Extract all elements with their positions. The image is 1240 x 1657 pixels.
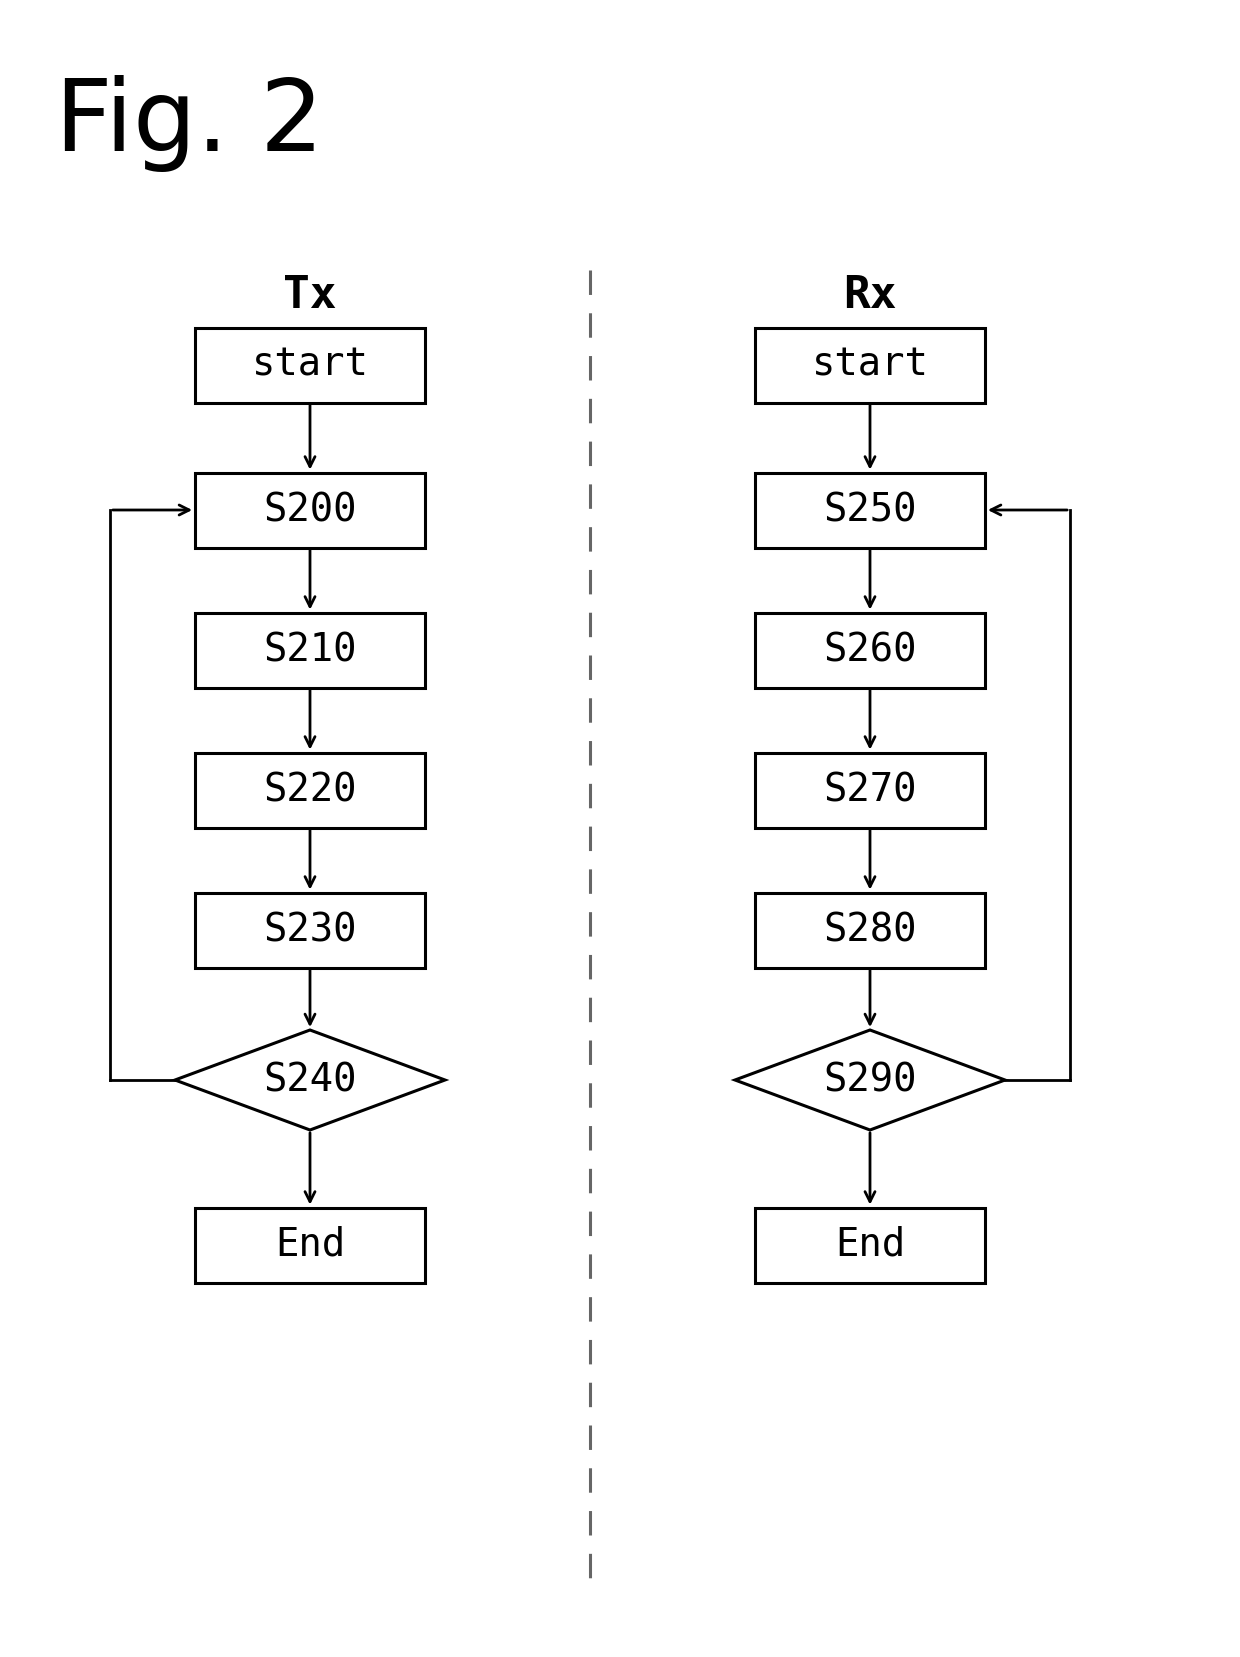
- Text: S260: S260: [823, 631, 916, 669]
- FancyBboxPatch shape: [195, 613, 425, 688]
- Text: S210: S210: [263, 631, 357, 669]
- Text: S270: S270: [823, 771, 916, 809]
- Text: S200: S200: [263, 490, 357, 529]
- FancyBboxPatch shape: [755, 1208, 985, 1283]
- Text: S220: S220: [263, 771, 357, 809]
- Text: End: End: [275, 1226, 345, 1264]
- Text: Fig. 2: Fig. 2: [55, 75, 324, 172]
- FancyBboxPatch shape: [195, 1208, 425, 1283]
- Text: S290: S290: [823, 1060, 916, 1099]
- FancyBboxPatch shape: [755, 752, 985, 827]
- Text: S280: S280: [823, 911, 916, 949]
- FancyBboxPatch shape: [755, 613, 985, 688]
- Text: S240: S240: [263, 1060, 357, 1099]
- Polygon shape: [735, 1031, 1004, 1130]
- Text: S230: S230: [263, 911, 357, 949]
- Text: End: End: [835, 1226, 905, 1264]
- Text: start: start: [811, 346, 929, 384]
- FancyBboxPatch shape: [755, 328, 985, 403]
- FancyBboxPatch shape: [195, 472, 425, 547]
- FancyBboxPatch shape: [195, 893, 425, 968]
- Text: start: start: [252, 346, 368, 384]
- Polygon shape: [175, 1031, 445, 1130]
- FancyBboxPatch shape: [755, 472, 985, 547]
- Text: Tx: Tx: [283, 273, 337, 316]
- FancyBboxPatch shape: [195, 328, 425, 403]
- Text: S250: S250: [823, 490, 916, 529]
- FancyBboxPatch shape: [195, 752, 425, 827]
- FancyBboxPatch shape: [755, 893, 985, 968]
- Text: Rx: Rx: [843, 273, 897, 316]
